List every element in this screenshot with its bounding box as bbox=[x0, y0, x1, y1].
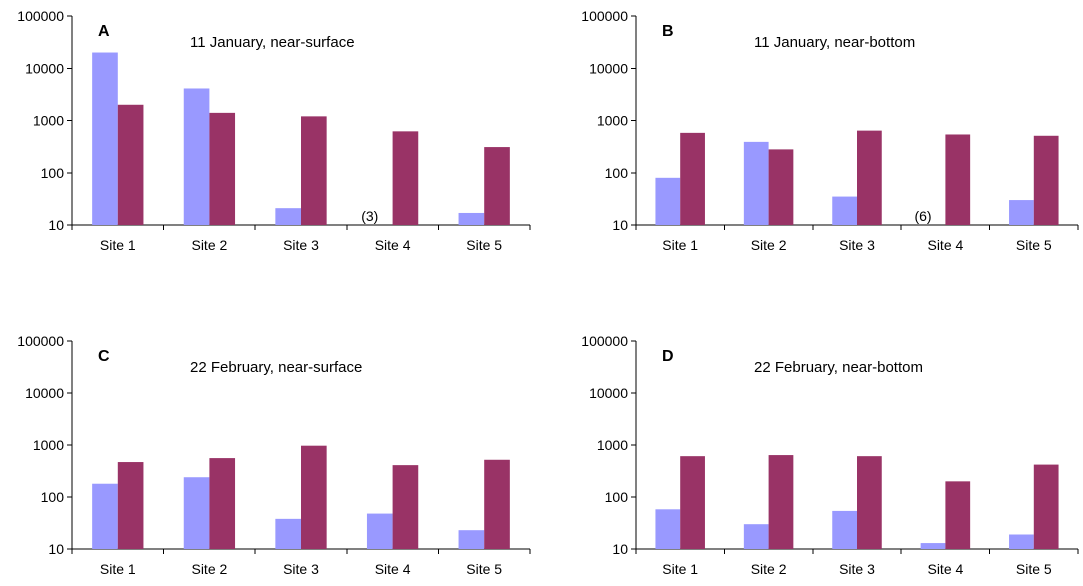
panel-c-y-tick-label: 10 bbox=[48, 541, 64, 557]
panel-b-y-tick-label: 10000 bbox=[589, 60, 628, 76]
panel-c-bar-series-2-site-4 bbox=[392, 465, 419, 549]
panel-c-x-tick-label: Site 2 bbox=[191, 561, 227, 577]
panel-c-x-tick-label: Site 1 bbox=[100, 561, 136, 577]
panel-d-bar-series-2-site-4 bbox=[945, 481, 971, 549]
panel-d-x-tick-label: Site 2 bbox=[751, 561, 787, 577]
panel-b-x-tick-label: Site 1 bbox=[662, 237, 698, 253]
panel-c: 10 100 1000 10000 100000 Site 1 Site 2 Site 3 Si… bbox=[17, 333, 531, 577]
panel-d-x-tick-label: Site 1 bbox=[662, 561, 698, 577]
panel-a-y-tick-label: 10 bbox=[48, 217, 64, 233]
panel-a-x-tick-label: Site 2 bbox=[191, 237, 227, 253]
panel-d-y-tick-label: 1000 bbox=[597, 437, 628, 453]
panel-a-bar-series-1-site-2 bbox=[183, 88, 210, 225]
panel-b-bar-series-1-site-2 bbox=[743, 141, 769, 225]
panel-b-bar-series-2-site-5 bbox=[1033, 135, 1059, 225]
panel-a-letter: A bbox=[98, 23, 110, 40]
panel-d-bar-series-2-site-3 bbox=[857, 456, 882, 549]
panel-b-annotation: (6) bbox=[914, 208, 931, 224]
panel-c-y-tick-label: 100000 bbox=[17, 333, 64, 349]
panel-d: 10 100 1000 10000 100000 Site 1 Site 2 Site 3 Si… bbox=[581, 333, 1079, 577]
panel-b: 10 100 1000 10000 100000 Site 1 Site 2 Site 3 Si… bbox=[581, 8, 1079, 253]
panel-a-bar-series-2-site-2 bbox=[209, 112, 236, 225]
panel-c-y-tick-label: 100 bbox=[41, 489, 65, 505]
panel-d-y-tick-label: 10000 bbox=[589, 385, 628, 401]
panel-b-x-tick-label: Site 5 bbox=[1016, 237, 1052, 253]
panel-a-bar-series-1-site-1 bbox=[92, 52, 118, 226]
panel-c-bar-series-1-site-2 bbox=[183, 477, 210, 549]
panel-a-x-tick-label: Site 4 bbox=[375, 237, 411, 253]
panel-c-bar-series-2-site-3 bbox=[301, 445, 327, 549]
panel-b-bar-series-2-site-2 bbox=[768, 149, 794, 225]
panel-a-annotation: (3) bbox=[361, 208, 378, 224]
panel-c-y-tick-label: 10000 bbox=[25, 385, 64, 401]
panel-c-bar-series-2-site-2 bbox=[209, 458, 236, 549]
panel-b-y-tick-label: 100 bbox=[605, 165, 629, 181]
panel-d-y-tick-label: 100 bbox=[605, 489, 629, 505]
panel-b-bar-series-1-site-5 bbox=[1009, 200, 1034, 225]
panel-a-x-tick-label: Site 1 bbox=[100, 237, 136, 253]
panel-b-y-tick-label: 100000 bbox=[581, 8, 628, 24]
panel-b-bar-series-2-site-3 bbox=[857, 130, 882, 225]
panel-c-bar-series-1-site-1 bbox=[92, 483, 118, 549]
panel-d-x-tick-label: Site 5 bbox=[1016, 561, 1052, 577]
panel-a-x-tick-label: Site 5 bbox=[466, 237, 502, 253]
panel-d-letter: D bbox=[662, 348, 674, 365]
panel-b-title: 11 January, near-bottom bbox=[754, 34, 915, 51]
panel-a-bar-series-2-site-1 bbox=[117, 104, 144, 225]
panel-a-bar-series-2-site-3 bbox=[301, 116, 327, 225]
panel-d-y-tick-label: 100000 bbox=[581, 333, 628, 349]
panel-c-y-tick-label: 1000 bbox=[33, 437, 64, 453]
panel-a-title: 11 January, near-surface bbox=[190, 34, 355, 51]
panel-a-y-tick-label: 1000 bbox=[33, 113, 64, 129]
panel-c-bar-series-1-site-5 bbox=[458, 530, 485, 549]
panel-a-bar-series-1-site-5 bbox=[458, 212, 485, 225]
panel-c-x-tick-label: Site 5 bbox=[466, 561, 502, 577]
panel-a-bar-series-1-site-3 bbox=[275, 208, 301, 225]
panel-b-bar-series-2-site-1 bbox=[680, 132, 705, 225]
panel-b-x-tick-label: Site 2 bbox=[751, 237, 787, 253]
panel-a-y-tick-label: 100000 bbox=[17, 8, 64, 24]
panel-c-bar-series-1-site-4 bbox=[366, 513, 393, 549]
panel-c-letter: C bbox=[98, 348, 110, 365]
panel-a-y-tick-label: 10000 bbox=[25, 60, 64, 76]
panel-d-x-tick-label: Site 3 bbox=[839, 561, 875, 577]
panel-b-x-tick-label: Site 3 bbox=[839, 237, 875, 253]
panel-d-bar-series-1-site-4 bbox=[920, 543, 946, 549]
panel-d-bar-series-1-site-3 bbox=[832, 510, 857, 549]
panel-d-bar-series-2-site-2 bbox=[768, 455, 794, 549]
panel-b-y-tick-label: 1000 bbox=[597, 113, 628, 129]
panel-d-x-tick-label: Site 4 bbox=[927, 561, 963, 577]
panel-d-bar-series-2-site-1 bbox=[680, 456, 705, 549]
panel-a-x-tick-label: Site 3 bbox=[283, 237, 319, 253]
panel-b-y-tick-label: 10 bbox=[612, 217, 628, 233]
panel-b-x-tick-label: Site 4 bbox=[927, 237, 963, 253]
panel-d-bar-series-1-site-2 bbox=[743, 524, 769, 549]
panel-b-bar-series-1-site-1 bbox=[655, 177, 681, 225]
panel-c-title: 22 February, near-surface bbox=[190, 359, 362, 376]
panel-b-letter: B bbox=[662, 23, 674, 40]
panel-b-bar-series-1-site-3 bbox=[832, 196, 857, 225]
panel-a: 10 100 1000 10000 100000 Site 1 Site 2 Site 3 Si… bbox=[17, 8, 531, 253]
panel-c-x-tick-label: Site 4 bbox=[375, 561, 411, 577]
panel-d-bar-series-2-site-5 bbox=[1033, 464, 1059, 549]
panel-a-y-tick-label: 100 bbox=[41, 165, 65, 181]
panel-d-bar-series-1-site-1 bbox=[655, 509, 681, 549]
panel-c-x-tick-label: Site 3 bbox=[283, 561, 319, 577]
panel-a-bar-series-2-site-4 bbox=[392, 131, 419, 225]
panel-a-bar-series-2-site-5 bbox=[484, 147, 510, 225]
panel-c-bar-series-2-site-5 bbox=[484, 459, 510, 549]
panel-c-bar-series-1-site-3 bbox=[275, 518, 301, 549]
panel-c-bar-series-2-site-1 bbox=[117, 462, 144, 549]
panel-d-bar-series-1-site-5 bbox=[1009, 534, 1034, 549]
panel-d-title: 22 February, near-bottom bbox=[754, 359, 923, 376]
panel-d-y-tick-label: 10 bbox=[612, 541, 628, 557]
panel-b-bar-series-2-site-4 bbox=[945, 134, 971, 225]
